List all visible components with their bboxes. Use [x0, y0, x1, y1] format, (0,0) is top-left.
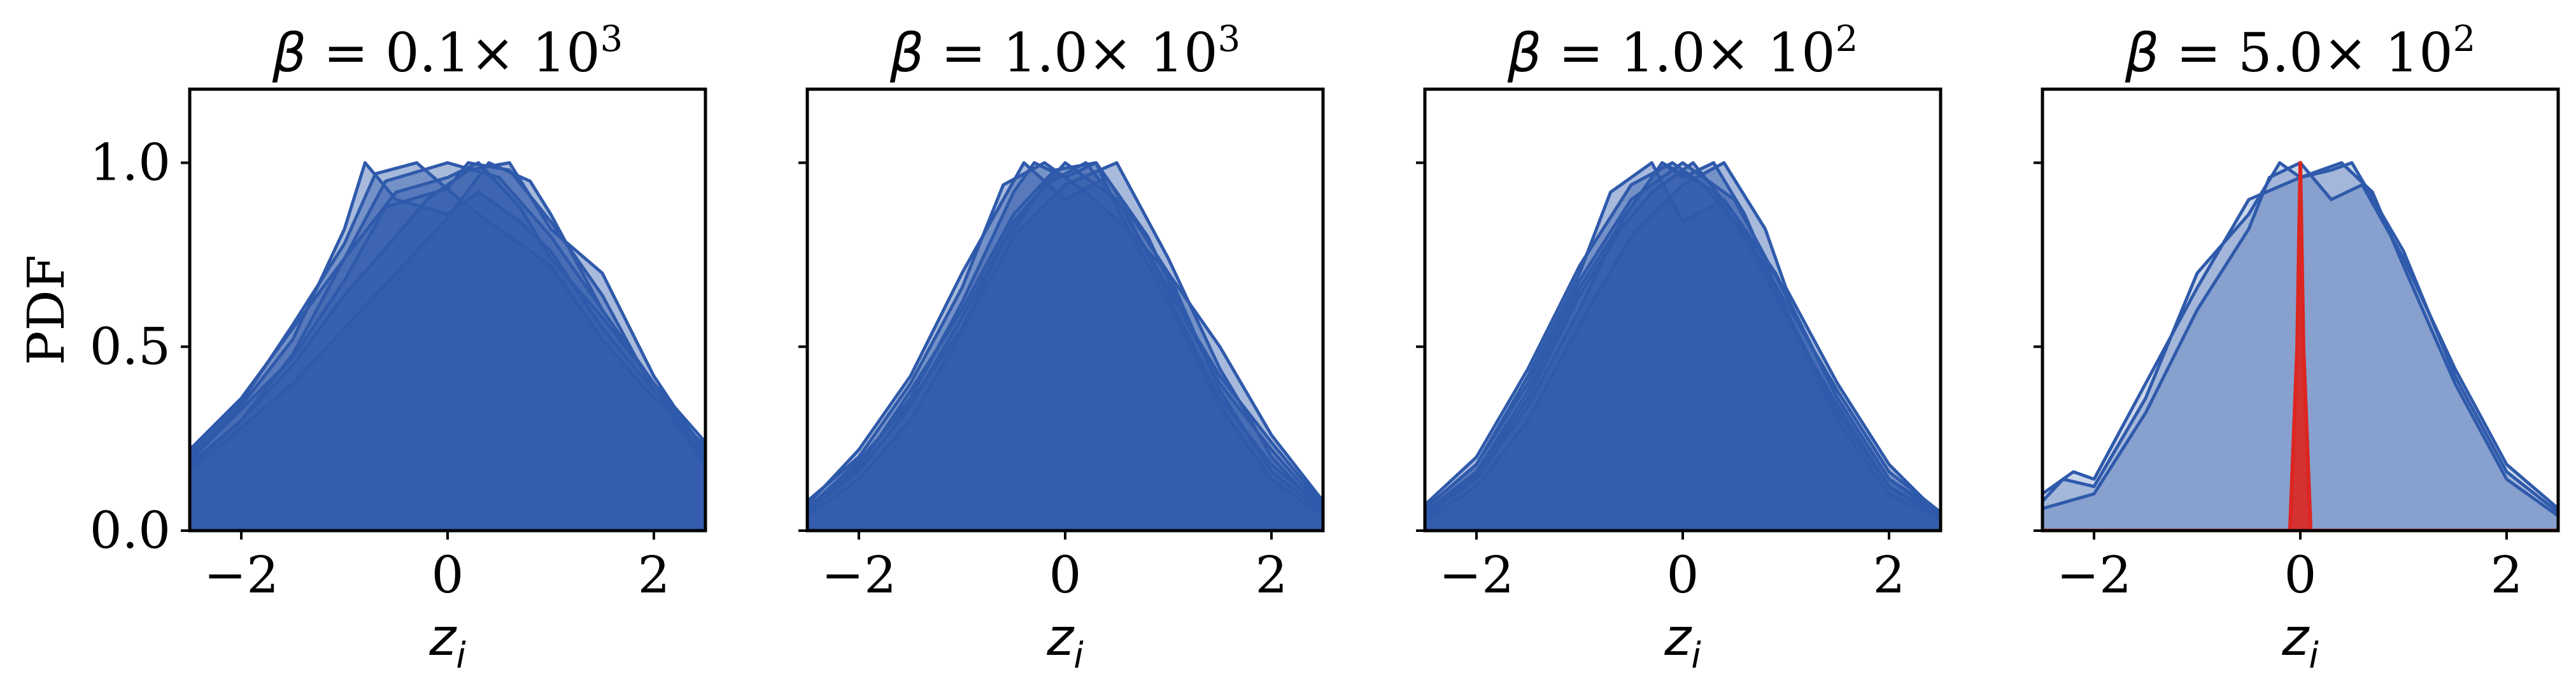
density-fill-5 — [190, 162, 705, 531]
density-line-7 — [1425, 161, 1941, 514]
density-fill-7 — [1425, 162, 1941, 531]
x-tick-label: 2 — [1256, 545, 1288, 605]
x-label-sub: i — [456, 635, 466, 677]
panel-1: −2 0 2 0.0 0.5 1.0 β = 0.1× 103 zi PDF — [17, 18, 707, 677]
x-tick-label: −2 — [1439, 545, 1514, 605]
title-text: = 5.0× 10 — [2159, 22, 2452, 84]
density-line-6 — [1425, 161, 1941, 521]
x-tick-label: −2 — [204, 545, 279, 605]
density-fill-5 — [1425, 162, 1941, 531]
density-fill-1 — [1425, 162, 1941, 531]
x-axis-label: zi — [1046, 608, 1084, 677]
x-tick-label: 2 — [1873, 545, 1906, 605]
title-exponent: 2 — [2453, 18, 2476, 60]
density-fill-2 — [1425, 162, 1941, 531]
density-fill-6 — [190, 162, 705, 531]
panel-2: −2 0 2 β = 1.0× 103 zi — [798, 18, 1325, 677]
title-exponent: 3 — [600, 18, 623, 60]
panel-title: β = 1.0× 103 — [889, 18, 1241, 84]
density-fill-5 — [807, 162, 1323, 531]
plot-area — [1425, 161, 1941, 531]
y-tick-label: 0.0 — [90, 501, 171, 560]
x-tick-label: 2 — [2491, 545, 2523, 605]
x-label-base: z — [428, 608, 457, 667]
density-fill-3 — [1425, 162, 1941, 531]
x-label-base: z — [1046, 608, 1075, 667]
density-line-3 — [190, 161, 705, 473]
density-line-3 — [807, 161, 1323, 503]
density-line-4 — [807, 161, 1323, 517]
density-fill-2 — [190, 162, 705, 531]
density-line-1 — [2042, 161, 2558, 514]
density-fill-4 — [190, 162, 705, 531]
x-label-base: z — [2281, 608, 2310, 667]
density-line-2 — [807, 161, 1323, 514]
density-line-7 — [807, 161, 1323, 510]
title-text: = 0.1× 10 — [306, 22, 600, 84]
x-axis-label: zi — [428, 608, 466, 677]
title-beta: β — [889, 22, 924, 84]
y-tick-label: 1.0 — [90, 133, 171, 192]
title-beta: β — [2125, 22, 2160, 84]
density-fill-1 — [807, 162, 1323, 531]
y-axis-label: PDF — [17, 255, 76, 365]
title-exponent: 3 — [1218, 18, 1241, 60]
spike-fill — [2042, 162, 2558, 531]
panel-title: β = 1.0× 102 — [1507, 18, 1858, 84]
plot-area — [190, 161, 705, 531]
y-tick-label: 0.5 — [90, 317, 171, 376]
plot-area — [2042, 161, 2558, 531]
plot-area — [807, 161, 1323, 531]
x-tick-label: −2 — [2056, 545, 2132, 605]
density-line-3 — [1425, 161, 1941, 521]
x-tick-label: 0 — [2284, 545, 2317, 605]
panel-title: β = 0.1× 103 — [272, 18, 623, 84]
density-fill-2 — [807, 162, 1323, 531]
title-exponent: 2 — [1836, 18, 1858, 60]
density-line-1 — [1425, 161, 1941, 521]
density-line-6 — [807, 161, 1323, 514]
density-line-7 — [190, 161, 705, 455]
density-fill-1 — [190, 162, 705, 531]
x-label-base: z — [1664, 608, 1692, 667]
title-beta: β — [272, 22, 307, 84]
x-tick-label: 0 — [1049, 545, 1082, 605]
density-fill-6 — [807, 162, 1323, 531]
density-line-1 — [190, 161, 705, 459]
x-axis-label: zi — [1664, 608, 1701, 677]
x-tick-label: 0 — [432, 545, 464, 605]
x-label-sub: i — [1073, 635, 1084, 677]
x-tick-label: −2 — [821, 545, 896, 605]
x-label-sub: i — [1691, 635, 1701, 677]
density-fill-7 — [807, 162, 1323, 531]
title-beta: β — [1507, 22, 1542, 84]
density-fill-3 — [807, 162, 1323, 531]
title-text: = 1.0× 10 — [1541, 22, 1835, 84]
x-tick-label: 2 — [638, 545, 670, 605]
x-tick-label: 0 — [1667, 545, 1699, 605]
x-label-sub: i — [2309, 635, 2319, 677]
density-fill-3 — [190, 162, 705, 531]
spike-line — [2042, 161, 2558, 531]
title-text: = 1.0× 10 — [924, 22, 1217, 84]
panel-title: β = 5.0× 102 — [2125, 18, 2476, 84]
density-line-4 — [1425, 161, 1941, 518]
density-fill-7 — [190, 162, 705, 531]
density-line-5 — [1425, 161, 1941, 514]
density-line-6 — [190, 161, 705, 469]
density-fill-4 — [807, 162, 1323, 531]
x-axis-label: zi — [2281, 608, 2319, 677]
density-fill-4 — [1425, 162, 1941, 531]
density-fill-6 — [1425, 162, 1941, 531]
